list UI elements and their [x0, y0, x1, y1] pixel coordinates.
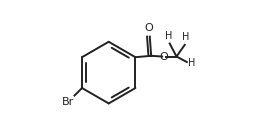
Text: H: H: [188, 58, 196, 68]
Text: H: H: [165, 31, 173, 41]
Text: Br: Br: [62, 97, 74, 107]
Text: O: O: [144, 23, 153, 32]
Text: H: H: [182, 32, 189, 42]
Text: O: O: [160, 52, 168, 62]
